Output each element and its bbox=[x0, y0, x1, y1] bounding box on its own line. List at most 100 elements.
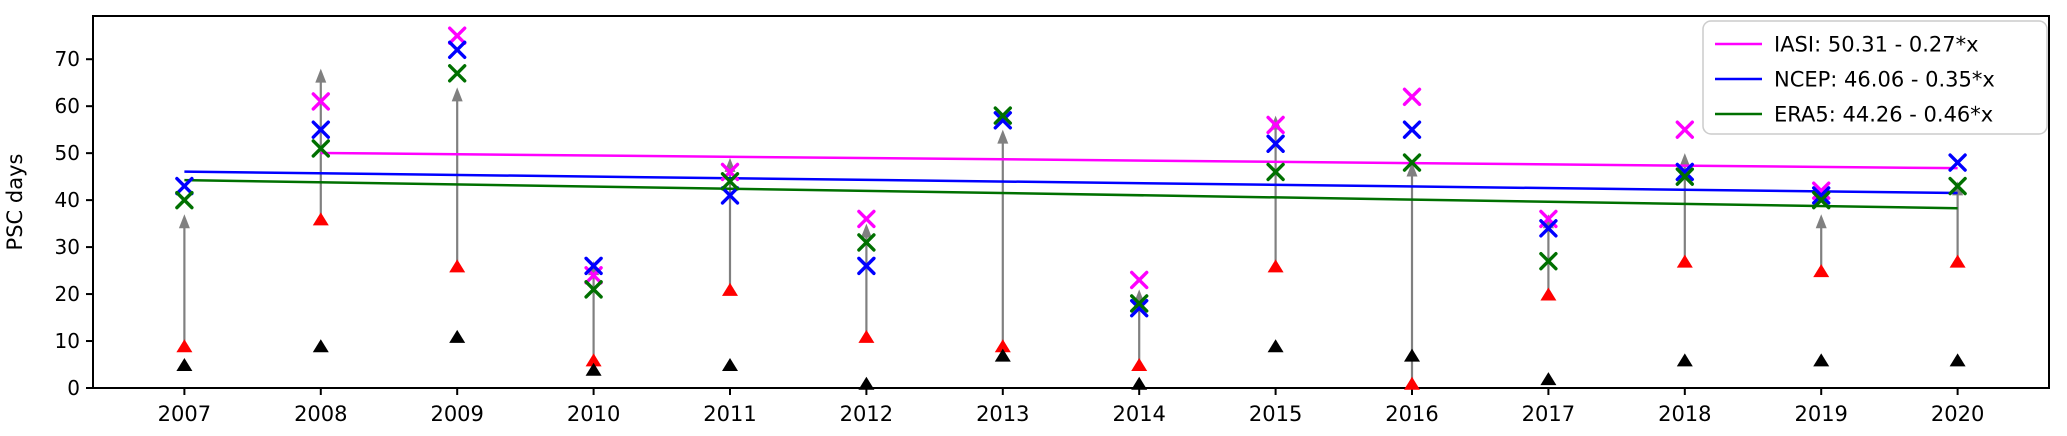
data-point-triangle bbox=[1949, 254, 1966, 268]
data-point-triangle bbox=[994, 339, 1011, 353]
data-point-triangle bbox=[1540, 372, 1557, 386]
data-point-x bbox=[447, 64, 467, 83]
legend-label-era5: ERA5: 44.26 - 0.46*x bbox=[1774, 103, 1993, 127]
x-tick-label: 2007 bbox=[158, 402, 211, 426]
data-point-triangle bbox=[585, 362, 602, 376]
data-point-triangle bbox=[1404, 376, 1421, 390]
x-tick-label: 2012 bbox=[840, 402, 893, 426]
data-point-x bbox=[1130, 298, 1149, 318]
x-tick-label: 2010 bbox=[567, 402, 620, 426]
data-point-x bbox=[1812, 190, 1831, 210]
data-point-triangle bbox=[449, 259, 466, 273]
data-point-triangle bbox=[858, 376, 875, 390]
data-point-x bbox=[1402, 87, 1422, 106]
data-point-triangle bbox=[1404, 348, 1421, 362]
data-point-triangle bbox=[994, 348, 1011, 362]
arrow-head bbox=[178, 214, 190, 229]
data-point-x bbox=[311, 120, 330, 139]
series-ncep bbox=[175, 40, 1967, 318]
data-point-x bbox=[1130, 270, 1149, 290]
data-point-x bbox=[311, 139, 330, 158]
data-point-triangle bbox=[1267, 339, 1284, 353]
arrow-head bbox=[997, 129, 1009, 144]
y-tick-label: 0 bbox=[67, 376, 80, 400]
y-tick-label: 10 bbox=[55, 329, 80, 353]
y-axis: 0 10 20 30 40 50 60 70 bbox=[55, 47, 93, 400]
x-tick-label: 2014 bbox=[1112, 402, 1165, 426]
data-point-x bbox=[1675, 162, 1695, 182]
x-tick-label: 2011 bbox=[703, 402, 756, 426]
series-iasi bbox=[311, 26, 1831, 290]
data-point-x bbox=[1675, 167, 1695, 186]
arrow-head bbox=[1679, 153, 1691, 168]
data-point-x bbox=[1402, 120, 1422, 139]
data-point-triangle bbox=[1267, 259, 1284, 273]
legend-box bbox=[1702, 20, 2048, 135]
data-point-x bbox=[447, 26, 467, 45]
arrow-head bbox=[451, 87, 463, 102]
data-point-triangle bbox=[1540, 287, 1557, 301]
legend: IASI: 50.31 - 0.27*x NCEP: 46.06 - 0.35*x… bbox=[1702, 20, 2048, 135]
data-point-x bbox=[175, 190, 194, 210]
legend-label-ncep: NCEP: 46.06 - 0.35*x bbox=[1774, 68, 1995, 92]
data-point-x bbox=[1266, 134, 1285, 153]
data-point-triangle bbox=[721, 358, 738, 372]
data-point-triangle bbox=[449, 329, 466, 343]
data-point-x bbox=[1812, 186, 1831, 205]
data-point-x bbox=[720, 186, 740, 205]
y-tick-label: 60 bbox=[55, 94, 80, 118]
data-point-triangle bbox=[1813, 264, 1830, 278]
data-point-triangle bbox=[312, 339, 329, 353]
y-axis-title: PSC days bbox=[3, 154, 27, 251]
data-point-x bbox=[720, 172, 740, 191]
y-tick-label: 70 bbox=[55, 47, 80, 71]
data-point-x bbox=[584, 256, 603, 276]
data-point-x bbox=[175, 176, 194, 196]
data-point-x bbox=[1948, 153, 1967, 172]
data-point-triangle bbox=[312, 212, 329, 226]
data-point-x bbox=[584, 280, 603, 299]
arrow-head bbox=[1815, 214, 1827, 229]
data-point-x bbox=[1948, 176, 1967, 196]
x-tick-label: 2009 bbox=[430, 402, 483, 426]
arrow-head bbox=[1406, 162, 1418, 177]
series-red-triangle bbox=[176, 212, 1966, 390]
data-point-triangle bbox=[858, 329, 875, 343]
data-point-x bbox=[311, 92, 330, 111]
data-point-x bbox=[993, 111, 1012, 130]
series-era5 bbox=[175, 64, 1967, 313]
y-tick-label: 30 bbox=[55, 235, 80, 259]
x-tick-label: 2018 bbox=[1658, 402, 1711, 426]
x-tick-label: 2008 bbox=[294, 402, 347, 426]
x-axis: 2007 2008 2009 2010 2011 2012 2013 2014 2015 2016… bbox=[158, 388, 1984, 426]
data-point-triangle bbox=[1676, 254, 1693, 268]
trend-line-era5 bbox=[184, 178, 1958, 210]
y-tick-label: 20 bbox=[55, 282, 80, 306]
data-point-x bbox=[1402, 153, 1422, 172]
data-point-x bbox=[1130, 294, 1149, 313]
data-point-triangle bbox=[1131, 358, 1148, 372]
data-point-x bbox=[857, 233, 876, 252]
data-point-triangle bbox=[1949, 353, 1966, 367]
arrow-head bbox=[860, 223, 872, 238]
x-tick-label: 2016 bbox=[1385, 402, 1438, 426]
data-point-triangle bbox=[585, 353, 602, 367]
data-point-x bbox=[1539, 219, 1558, 238]
data-point-x bbox=[1675, 120, 1695, 139]
y-tick-label: 40 bbox=[55, 188, 80, 212]
data-point-triangle bbox=[1813, 353, 1830, 367]
arrow-head bbox=[315, 68, 327, 83]
plot-frame bbox=[92, 15, 2050, 389]
data-point-x bbox=[1266, 162, 1285, 182]
x-tick-label: 2020 bbox=[1931, 402, 1984, 426]
data-point-triangle bbox=[176, 339, 193, 353]
data-point-triangle bbox=[721, 282, 738, 296]
data-point-x bbox=[1266, 115, 1285, 135]
data-point-x bbox=[857, 209, 876, 229]
x-tick-label: 2013 bbox=[976, 402, 1029, 426]
data-point-x bbox=[857, 256, 876, 276]
series-black-triangle bbox=[176, 329, 1966, 390]
data-point-x bbox=[1539, 251, 1558, 271]
